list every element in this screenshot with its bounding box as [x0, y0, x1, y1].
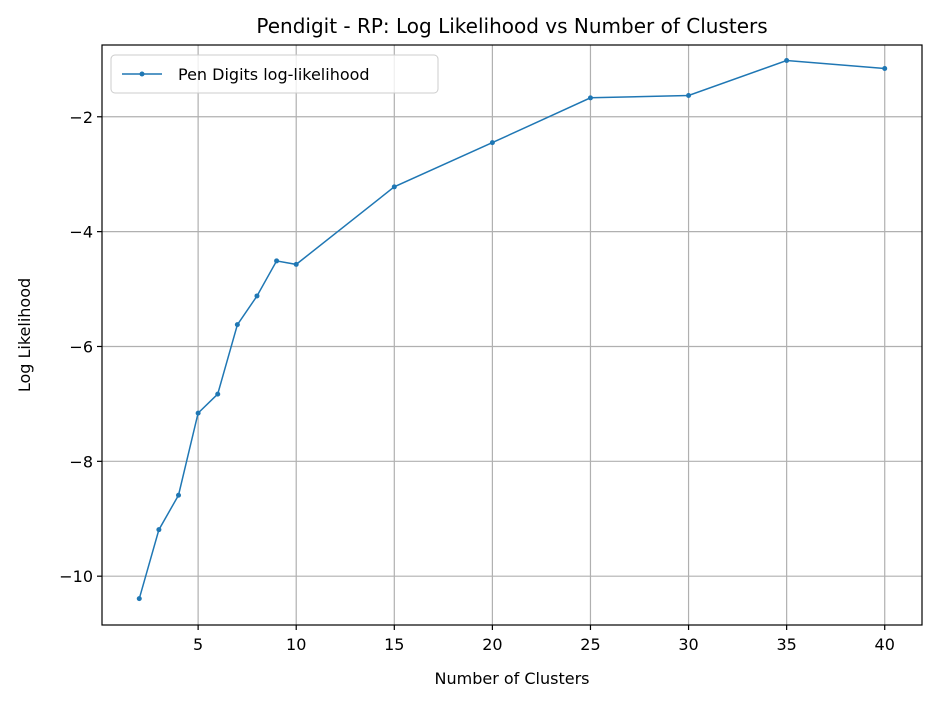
y-tick-label: −2 [69, 108, 93, 127]
x-tick-label: 30 [678, 635, 698, 654]
data-point [195, 410, 201, 416]
data-point [882, 66, 888, 72]
legend-label: Pen Digits log-likelihood [178, 65, 370, 84]
plot-frame [101, 44, 923, 626]
data-point [136, 596, 142, 602]
data-point [686, 93, 692, 99]
data-point [489, 140, 495, 146]
data-point [234, 322, 240, 328]
legend: Pen Digits log-likelihood [110, 54, 439, 94]
y-tick-label: −4 [69, 223, 93, 242]
x-tick-label: 20 [482, 635, 502, 654]
x-tick-label: 10 [286, 635, 306, 654]
data-point [254, 293, 260, 299]
x-tick-label: 15 [384, 635, 404, 654]
y-axis-label: Log Likelihood [15, 278, 34, 392]
x-axis-ticks: 5 10 15 20 25 30 35 40 [193, 625, 895, 654]
data-point [274, 258, 280, 264]
x-tick-label: 25 [580, 635, 600, 654]
y-tick-label: −8 [69, 452, 93, 471]
data-point [391, 184, 397, 190]
data-point [587, 95, 593, 101]
x-tick-label: 40 [875, 635, 895, 654]
chart-title: Pendigit - RP: Log Likelihood vs Number … [256, 14, 767, 38]
data-point [215, 391, 221, 397]
legend-box [110, 54, 439, 94]
x-tick-label: 5 [193, 635, 203, 654]
data-point [293, 261, 299, 267]
x-tick-label: 35 [776, 635, 796, 654]
data-point [156, 527, 162, 533]
y-axis-ticks: −10 −8 −6 −4 −2 [59, 108, 102, 586]
y-tick-label: −6 [69, 337, 93, 356]
data-point [784, 58, 790, 64]
grid [102, 45, 922, 625]
series-line [138, 59, 885, 599]
legend-marker-swatch [139, 71, 145, 77]
series-layer [136, 58, 888, 602]
y-tick-label: −10 [59, 567, 93, 586]
data-point [176, 492, 182, 498]
x-axis-label: Number of Clusters [435, 669, 590, 688]
